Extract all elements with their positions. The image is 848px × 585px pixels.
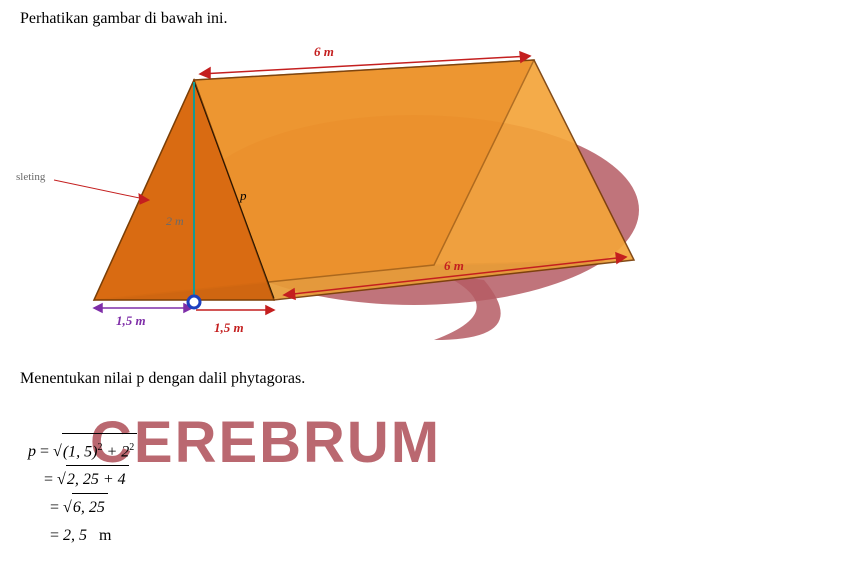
- prism-shape: [94, 60, 634, 300]
- equals-1: =: [36, 438, 53, 466]
- radicand-2: 2, 25 + 4: [66, 465, 129, 494]
- caption-text: Menentukan nilai p dengan dalil phytagor…: [20, 370, 305, 388]
- radical-3-icon: √: [63, 494, 72, 522]
- math-row-4: = 2, 5 m: [28, 522, 137, 550]
- watermark-text-wrap: CEREBRUM: [90, 412, 830, 472]
- base-left-dim: [94, 304, 192, 312]
- label-sleting: sleting: [16, 171, 46, 183]
- prism-figure: 6 m 6 m 1,5 m 1,5 m 2 m p sleting: [14, 40, 694, 350]
- label-top-6m: 6 m: [314, 44, 334, 59]
- radical-2-icon: √: [57, 466, 66, 494]
- radicand-3: 6, 25: [72, 493, 108, 522]
- r1-exp2: 2: [129, 442, 134, 453]
- label-base-left: 1,5 m: [116, 313, 146, 328]
- result-unit: m: [87, 522, 111, 550]
- origin-marker-icon: [188, 296, 200, 308]
- intro-text: Perhatikan gambar di bawah ini.: [20, 10, 228, 28]
- label-p: p: [239, 188, 247, 203]
- math-row-2: = √ 2, 25 + 4: [28, 466, 137, 494]
- var-p: p: [28, 438, 36, 466]
- math-derivation: p = √ (1, 5)2 + 22 = √ 2, 25 + 4 = √ 6, …: [28, 438, 137, 550]
- base-right-dim: [196, 306, 274, 314]
- result-val: 2, 5: [63, 522, 87, 550]
- radical-1-icon: √: [53, 438, 62, 466]
- math-row-3: = √ 6, 25: [28, 494, 137, 522]
- label-base-right: 1,5 m: [214, 320, 244, 335]
- label-height: 2 m: [166, 214, 184, 228]
- equals-2: =: [40, 466, 57, 494]
- prism-svg: 6 m 6 m 1,5 m 1,5 m 2 m p sleting: [14, 40, 694, 350]
- r1-plus: + 2: [102, 443, 129, 460]
- label-side-6m: 6 m: [444, 258, 464, 273]
- equals-3: =: [46, 494, 63, 522]
- r1-a: (1, 5): [63, 443, 98, 460]
- sleting-pointer: [54, 180, 149, 204]
- watermark-text: CEREBRUM: [90, 409, 441, 476]
- math-row-1: p = √ (1, 5)2 + 22: [28, 438, 137, 466]
- radicand-1: (1, 5)2 + 22: [62, 433, 137, 466]
- equals-4: =: [46, 522, 63, 550]
- page-root: Perhatikan gambar di bawah ini.: [0, 0, 848, 585]
